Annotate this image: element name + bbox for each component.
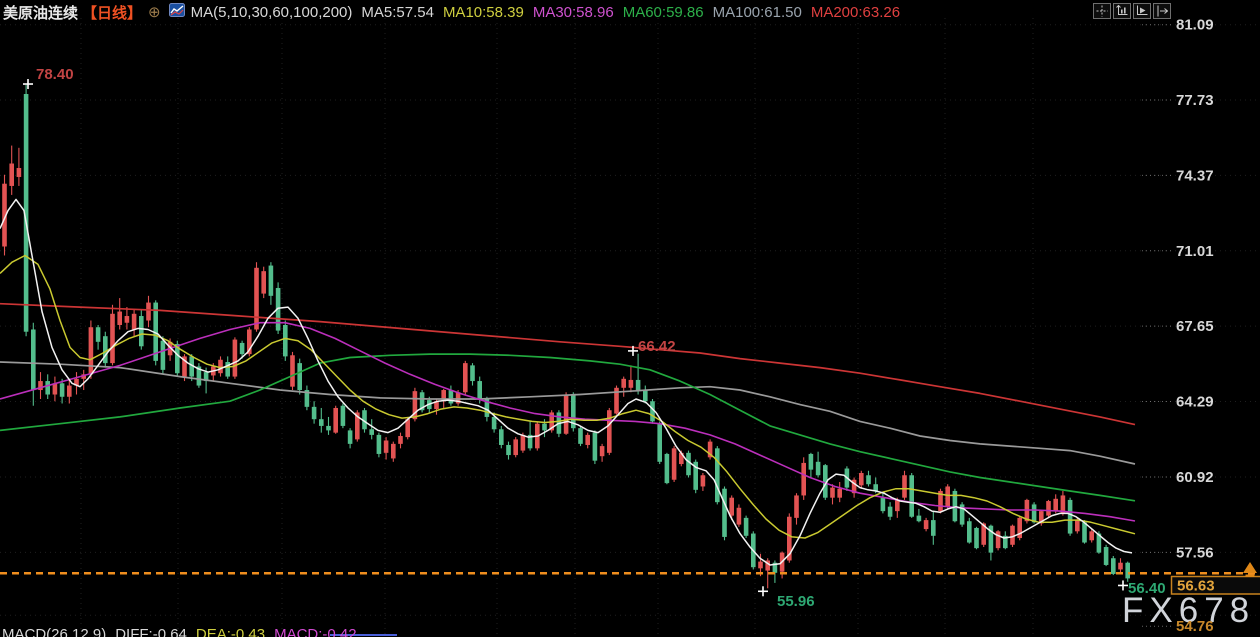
ma-value: MA5:57.54: [361, 3, 434, 21]
ma-group-label: MA(5,10,30,60,100,200): [190, 3, 353, 21]
axis-label-71.01: 71.01: [1176, 243, 1214, 260]
ma-line-ma5: [0, 198, 1133, 566]
macd-line-fragment: [330, 634, 397, 636]
macd-indicator-row[interactable]: MACD(26,12,9) DIFF:-0.64 DEA:-0.43 MACD:-0.…: [2, 626, 366, 637]
symbol-name: 美原油连续: [3, 4, 79, 22]
chart-header: 美原油连续 【日线】 ⊕ MA(5,10,30,60,100,200) MA5:…: [3, 2, 900, 22]
annotation-66.42: 66.42: [638, 338, 676, 355]
current-price-box: [1170, 575, 1260, 595]
gridlines: [0, 18, 1260, 637]
axis-label-67.65: 67.65: [1176, 318, 1214, 335]
axis-play-icon[interactable]: [1133, 3, 1151, 19]
axis-label-57.56: 57.56: [1176, 544, 1214, 561]
chart-style-icon[interactable]: [168, 3, 185, 21]
period-selector[interactable]: 【日线】: [82, 4, 143, 22]
ma-value: MA100:61.50: [712, 3, 802, 21]
ma-value: MA60:59.86: [622, 3, 704, 21]
chart-toolbar: [1093, 3, 1171, 19]
price-annotations: 78.40 66.42 55.96 56.40: [36, 66, 1166, 610]
axis-label-60.92: 60.92: [1176, 469, 1214, 486]
fx678-watermark: FX678: [1122, 591, 1255, 630]
ma-value: MA200:63.26: [810, 3, 901, 21]
exit-right-icon[interactable]: [1153, 3, 1171, 19]
price-up-arrow-icon: [1243, 562, 1257, 577]
macd-dea: DEA:-0.43: [195, 626, 266, 637]
ma-values: MA5:57.54 MA10:58.39 MA30:58.96 MA60:59.86 M…: [352, 4, 900, 21]
ma-value: MA30:58.96: [532, 3, 614, 21]
pan-crosshair-icon[interactable]: [1093, 3, 1111, 19]
axis-scale-icon[interactable]: [1113, 3, 1131, 19]
macd-params: MACD(26,12,9): [2, 626, 107, 637]
price-axis: 81.09 77.73 74.37 71.01 67.65 64.29 60.92 57.56…: [1142, 17, 1260, 635]
annotation-78.40: 78.40: [36, 66, 74, 83]
axis-label-77.73: 77.73: [1176, 92, 1214, 109]
ma-line-ma200: [0, 302, 1136, 426]
macd-value: MACD:-0.42: [274, 626, 357, 637]
annotation-55.96: 55.96: [777, 593, 815, 610]
ma-lines: [0, 198, 1136, 566]
current-price-label: 56.63: [1177, 578, 1215, 595]
axis-label-64.29: 64.29: [1176, 393, 1214, 410]
macd-diff: DIFF:-0.64: [115, 626, 187, 637]
axis-label-74.37: 74.37: [1176, 167, 1214, 184]
compare-add-icon[interactable]: ⊕: [148, 4, 161, 21]
ma-value: MA10:58.39: [442, 3, 524, 21]
candles: [2, 85, 1130, 589]
annotation-56.40: 56.40: [1128, 580, 1166, 597]
ma-line-ma60: [0, 353, 1136, 502]
ma-line-ma10: [0, 254, 1136, 539]
axis-label-81.09: 81.09: [1176, 17, 1214, 34]
axis-label-54.76: 54.76: [1176, 618, 1214, 635]
extreme-markers: [23, 79, 1128, 597]
